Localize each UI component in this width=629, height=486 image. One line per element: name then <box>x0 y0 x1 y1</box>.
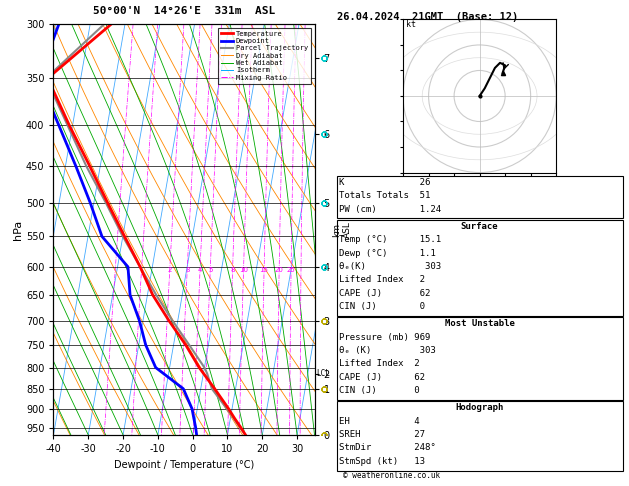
Text: StmSpd (kt)   13: StmSpd (kt) 13 <box>339 457 425 466</box>
Text: 50°00'N  14°26'E  331m  ASL: 50°00'N 14°26'E 331m ASL <box>93 6 275 16</box>
Text: θₑ(K)           303: θₑ(K) 303 <box>339 262 441 271</box>
Text: Temp (°C)      15.1: Temp (°C) 15.1 <box>339 235 441 244</box>
Text: Lifted Index   2: Lifted Index 2 <box>339 276 425 284</box>
Text: 25: 25 <box>287 267 296 273</box>
Text: 5: 5 <box>208 267 213 273</box>
Text: Dewp (°C)      1.1: Dewp (°C) 1.1 <box>339 249 436 258</box>
Text: StmDir        248°: StmDir 248° <box>339 444 436 452</box>
Text: Pressure (mb) 969: Pressure (mb) 969 <box>339 333 430 342</box>
Text: LCL: LCL <box>316 369 330 378</box>
Text: kt: kt <box>406 20 416 29</box>
Text: SREH          27: SREH 27 <box>339 430 425 439</box>
Text: PW (cm)        1.24: PW (cm) 1.24 <box>339 205 441 214</box>
Y-axis label: km
ASL: km ASL <box>333 221 352 238</box>
Text: EH            4: EH 4 <box>339 417 420 426</box>
Text: CAPE (J)       62: CAPE (J) 62 <box>339 289 430 298</box>
Text: θₑ (K)         303: θₑ (K) 303 <box>339 346 436 355</box>
Text: CIN (J)       0: CIN (J) 0 <box>339 386 420 395</box>
Text: 2: 2 <box>167 267 172 273</box>
Text: © weatheronline.co.uk: © weatheronline.co.uk <box>343 471 440 480</box>
Text: 8: 8 <box>230 267 235 273</box>
Text: 3: 3 <box>185 267 189 273</box>
X-axis label: Dewpoint / Temperature (°C): Dewpoint / Temperature (°C) <box>114 460 254 469</box>
Text: Totals Totals  51: Totals Totals 51 <box>339 191 430 200</box>
Text: 26.04.2024  21GMT  (Base: 12): 26.04.2024 21GMT (Base: 12) <box>337 12 518 22</box>
Text: 10: 10 <box>239 267 248 273</box>
Text: Most Unstable: Most Unstable <box>445 319 515 329</box>
Text: CAPE (J)      62: CAPE (J) 62 <box>339 373 425 382</box>
Text: K              26: K 26 <box>339 178 430 187</box>
Text: Surface: Surface <box>461 222 498 231</box>
Text: CIN (J)        0: CIN (J) 0 <box>339 302 425 311</box>
Y-axis label: hPa: hPa <box>13 220 23 240</box>
Text: Hodograph: Hodograph <box>455 403 504 413</box>
Text: 4: 4 <box>198 267 202 273</box>
Text: 15: 15 <box>260 267 269 273</box>
Legend: Temperature, Dewpoint, Parcel Trajectory, Dry Adiabat, Wet Adiabat, Isotherm, Mi: Temperature, Dewpoint, Parcel Trajectory… <box>218 28 311 84</box>
Text: Lifted Index  2: Lifted Index 2 <box>339 360 420 368</box>
Text: 20: 20 <box>275 267 284 273</box>
